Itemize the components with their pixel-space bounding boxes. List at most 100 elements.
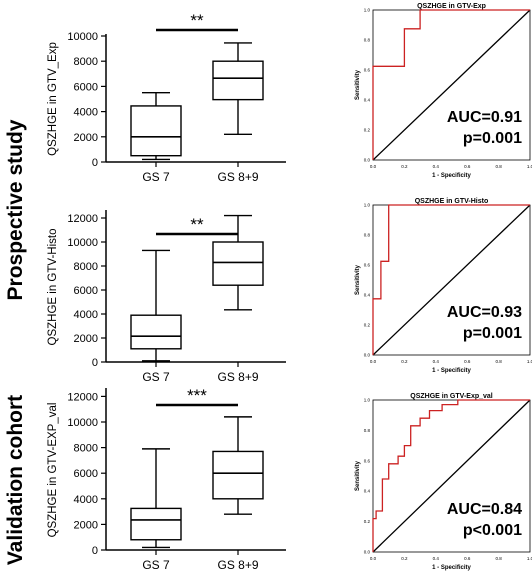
box-gs-8-9: [212, 416, 264, 515]
y-axis-label: QSZHGE in GTV-EXP_val: [47, 403, 59, 538]
roc-y-tick-label: 0.2: [364, 519, 371, 524]
box-iqr: [130, 507, 182, 541]
y-tick-label: 8000: [74, 56, 98, 68]
roc-x-tick-label: 0.0: [370, 556, 377, 561]
roc-x-tick-label: 1.0: [527, 556, 532, 561]
x-tick-label: GS 8+9: [217, 370, 258, 384]
roc-y-tick-label: 0.4: [364, 489, 371, 494]
roc-y-tick-label: 0.2: [364, 323, 371, 328]
y-tick-label: 6000: [74, 81, 98, 93]
y-tick-label: 6000: [74, 285, 98, 297]
roc-x-tick-label: 0.6: [464, 556, 471, 561]
roc-auc-text: AUC=0.84: [447, 501, 522, 518]
row-label-prospective: Prospective study: [4, 119, 27, 300]
roc-x-tick-label: 0.0: [370, 164, 377, 169]
box-iqr: [130, 314, 182, 350]
roc-y-tick-label: 0.0: [364, 353, 371, 358]
roc-curve: [372, 9, 530, 160]
x-tick-label: GS 7: [142, 370, 170, 384]
roc-y-axis-label: Sensitivity: [355, 264, 361, 295]
y-tick-label: 10000: [67, 31, 98, 43]
significance-stars: **: [190, 215, 204, 234]
roc-x-tick-label: 0.0: [370, 359, 377, 364]
roc-y-tick-label: 0.6: [364, 458, 371, 463]
roc-p-value-text: p=0.001: [463, 130, 522, 147]
roc-y-tick-label: 0.2: [364, 128, 371, 133]
roc-curve: [372, 204, 530, 355]
roc-x-tick-label: 1.0: [527, 359, 532, 364]
roc-y-axis-label: Sensitivity: [355, 69, 361, 100]
roc-y-tick-label: 0.6: [364, 68, 371, 73]
box-iqr: [212, 60, 264, 101]
y-tick-label: 6000: [74, 468, 98, 480]
significance-stars: ***: [187, 386, 207, 405]
x-tick-label: GS 7: [142, 170, 170, 184]
roc-x-tick-label: 0.4: [433, 164, 440, 169]
y-tick-label: 0: [92, 157, 98, 169]
roc-y-tick-label: 0.4: [364, 98, 371, 103]
y-tick-label: 8000: [74, 443, 98, 455]
y-tick-label: 4000: [74, 107, 98, 119]
box-iqr: [212, 450, 264, 500]
roc-y-tick-label: 0.8: [364, 38, 371, 43]
roc-y-tick-label: 0.8: [364, 233, 371, 238]
x-tick-label: GS 7: [142, 558, 170, 572]
y-tick-label: 2000: [74, 333, 98, 345]
roc-curve: [372, 399, 530, 552]
roc-y-tick-label: 0.0: [364, 158, 371, 163]
y-tick-label: 12000: [67, 391, 98, 403]
roc-y-tick-label: 1.0: [364, 398, 371, 403]
y-tick-label: 10000: [67, 417, 98, 429]
roc-title: QSZHGE in GTV-Exp_val: [410, 393, 493, 400]
roc-y-axis-label: Sensitivity: [355, 460, 361, 491]
y-tick-label: 4000: [74, 494, 98, 506]
box-gs-8-9: [212, 42, 264, 135]
roc-x-tick-label: 0.2: [401, 164, 408, 169]
roc-reference-line: [372, 9, 531, 161]
roc-x-tick-label: 0.6: [464, 164, 471, 169]
roc-x-tick-label: 0.2: [401, 359, 408, 364]
roc-p-value-text: p=0.001: [463, 325, 522, 342]
y-tick-label: 8000: [74, 261, 98, 273]
roc-title: QSZHGE in GTV-Exp: [417, 3, 486, 10]
y-tick-label: 10000: [67, 237, 98, 249]
y-tick-label: 2000: [74, 519, 98, 531]
roc-x-tick-label: 0.4: [433, 359, 440, 364]
box-iqr: [212, 241, 264, 286]
y-axis-label: QSZHGE in GTV_Exp: [47, 42, 59, 156]
roc-y-tick-label: 0.4: [364, 293, 371, 298]
roc-auc-text: AUC=0.93: [447, 304, 522, 321]
box-gs-7: [130, 249, 182, 362]
y-tick-label: 2000: [74, 132, 98, 144]
roc-x-axis-label: 1 - Specificity: [432, 565, 471, 571]
x-tick-label: GS 8+9: [217, 558, 258, 572]
roc-reference-line: [372, 399, 531, 553]
roc-x-tick-label: 0.4: [433, 556, 440, 561]
roc-reference-line: [372, 204, 531, 356]
roc-p-value-text: p<0.001: [463, 522, 522, 539]
roc-auc-text: AUC=0.91: [447, 109, 522, 126]
roc-x-axis-label: 1 - Specificity: [432, 368, 471, 374]
x-tick-label: GS 8+9: [217, 170, 258, 184]
box-gs-8-9: [212, 214, 264, 311]
y-tick-label: 0: [92, 357, 98, 369]
y-axis-label: QSZHGE in GTV-Histo: [47, 229, 59, 346]
roc-title: QSZHGE in GTV-Histo: [415, 198, 489, 205]
box-gs-7: [130, 91, 182, 161]
box-gs-7: [130, 448, 182, 549]
significance-stars: **: [190, 11, 204, 30]
roc-y-tick-label: 0.0: [364, 550, 371, 555]
y-tick-label: 12000: [67, 213, 98, 225]
roc-y-tick-label: 0.6: [364, 263, 371, 268]
roc-y-tick-label: 1.0: [364, 203, 371, 208]
row-label-validation: Validation cohort: [4, 395, 27, 565]
box-iqr: [130, 105, 182, 157]
roc-x-tick-label: 1.0: [527, 164, 532, 169]
roc-y-tick-label: 0.8: [364, 428, 371, 433]
y-tick-label: 0: [92, 545, 98, 557]
roc-y-tick-label: 1.0: [364, 8, 371, 13]
y-tick-label: 4000: [74, 309, 98, 321]
roc-x-axis-label: 1 - Specificity: [432, 173, 471, 179]
roc-x-tick-label: 0.8: [495, 556, 502, 561]
